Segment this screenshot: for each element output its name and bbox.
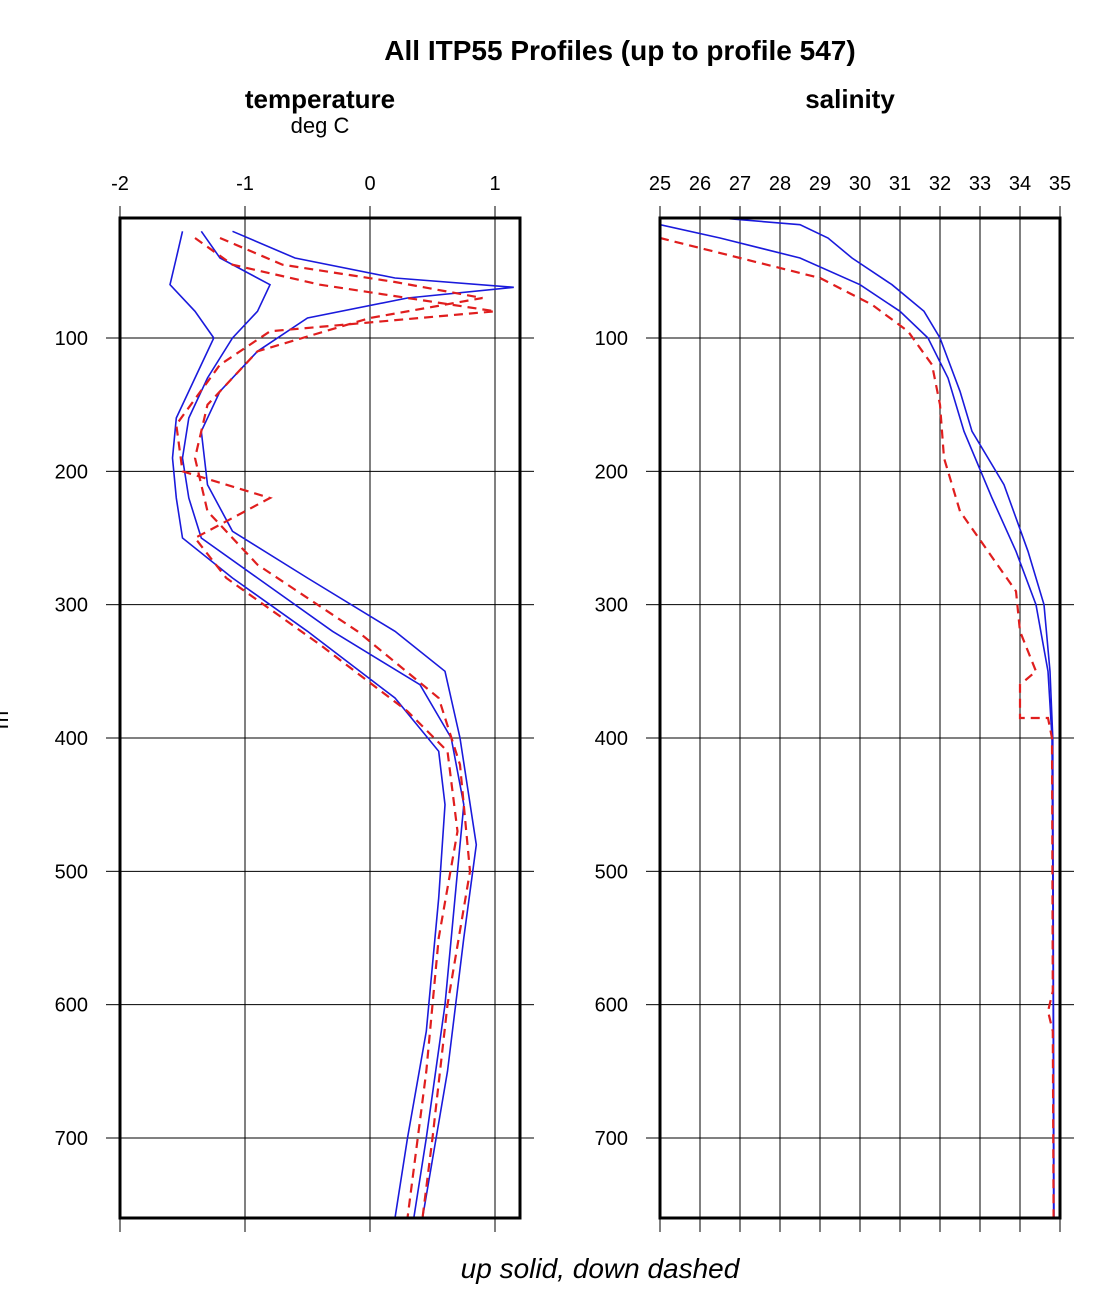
temperature-unit-label: deg C	[291, 113, 350, 138]
up-profile-line	[660, 223, 1055, 1218]
x-tick-label: 27	[729, 173, 751, 195]
x-tick-label: 25	[649, 173, 671, 195]
x-tick-label: -2	[111, 173, 129, 195]
salinity-panel-title: salinity	[805, 84, 895, 114]
y-tick-label: 300	[55, 595, 88, 617]
y-tick-label: 600	[595, 995, 628, 1017]
x-tick-label: 30	[849, 173, 871, 195]
down-profile-line	[193, 236, 483, 1218]
y-tick-label: 500	[55, 861, 88, 883]
panel-frame	[118, 216, 522, 1220]
y-tick-label: 400	[55, 728, 88, 750]
y-tick-label: 500	[595, 861, 628, 883]
up-profile-line	[181, 230, 465, 1218]
panel-frame	[658, 216, 1062, 1220]
x-tick-label: 33	[969, 173, 991, 195]
y-tick-label: 300	[595, 595, 628, 617]
y-tick-label: 100	[595, 328, 628, 350]
x-tick-label: 29	[809, 173, 831, 195]
x-tick-label: 34	[1009, 173, 1031, 195]
temperature-panel-title: temperature	[245, 84, 395, 114]
x-tick-label: 31	[889, 173, 911, 195]
x-tick-label: 0	[364, 173, 375, 195]
up-profile-line	[200, 230, 514, 1218]
chart-title: All ITP55 Profiles (up to profile 547)	[384, 35, 855, 66]
x-tick-label: 28	[769, 173, 791, 195]
chart-caption: up solid, down dashed	[461, 1253, 741, 1284]
y-axis-label: m	[0, 711, 13, 729]
y-tick-label: 400	[595, 728, 628, 750]
y-tick-label: 200	[595, 461, 628, 483]
down-profile-line	[175, 237, 496, 1218]
x-tick-label: 32	[929, 173, 951, 195]
up-profile-line	[169, 231, 446, 1218]
y-tick-label: 700	[55, 1128, 88, 1150]
x-tick-label: -1	[236, 173, 254, 195]
y-tick-label: 200	[55, 461, 88, 483]
y-tick-label: 700	[595, 1128, 628, 1150]
down-profile-line	[660, 236, 1055, 1218]
x-tick-label: 35	[1049, 173, 1071, 195]
temperature-panel: -2 -1 0 1 100 200 300 400 500 600 700	[55, 173, 534, 1232]
up-profile-line	[719, 218, 1055, 1218]
y-tick-label: 100	[55, 328, 88, 350]
profile-traces	[169, 230, 514, 1218]
y-tick-label: 600	[55, 995, 88, 1017]
x-tick-label: 1	[489, 173, 500, 195]
x-tick-label: 26	[689, 173, 711, 195]
salinity-panel: 25 26 27 28 29 30 31 32 33 34 35 100 200 300 400 500 600…	[595, 173, 1074, 1232]
profile-traces	[660, 218, 1055, 1218]
